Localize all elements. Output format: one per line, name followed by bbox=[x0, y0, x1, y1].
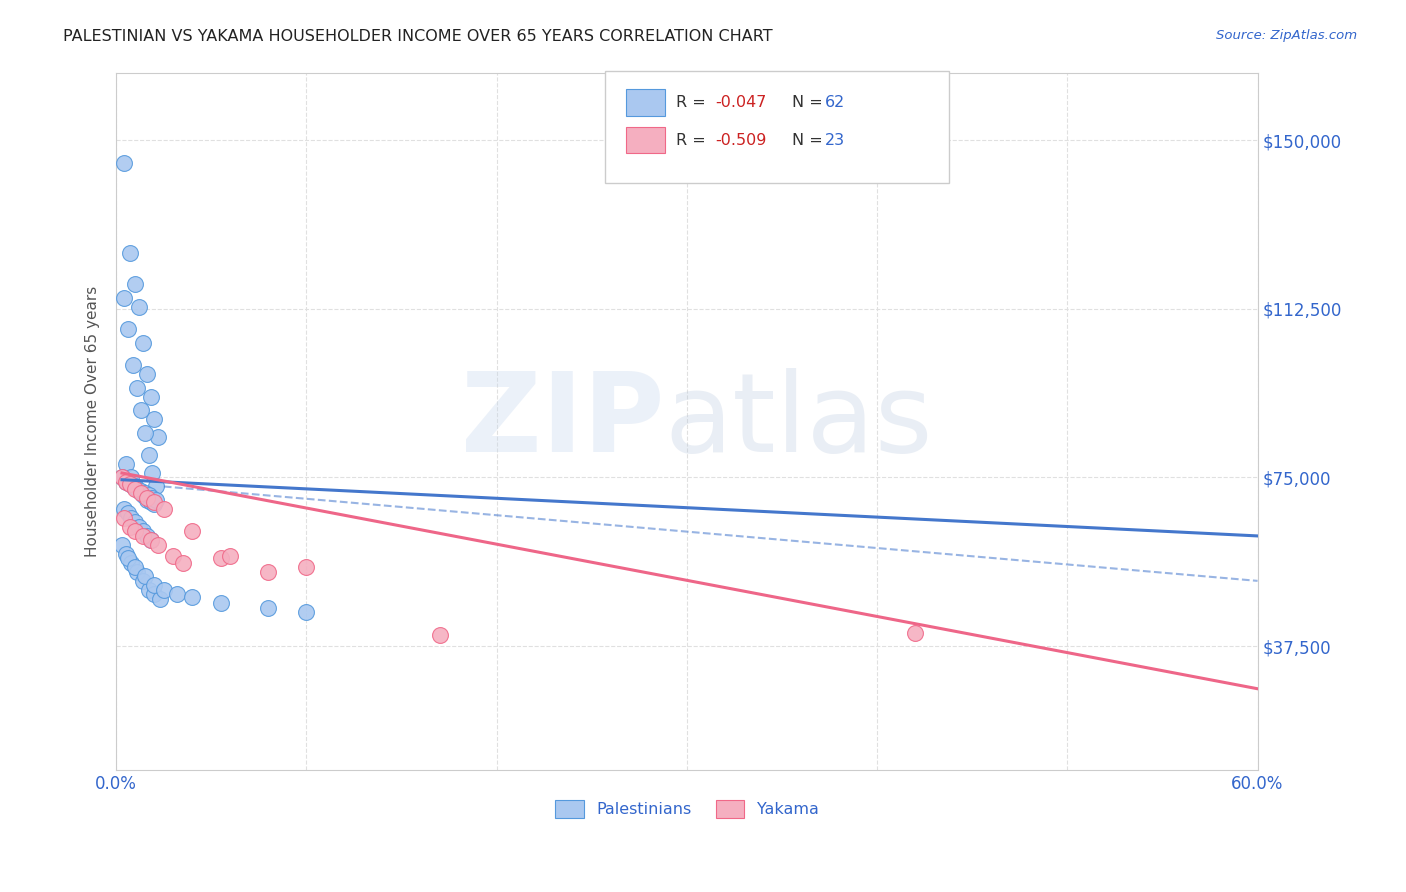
Point bbox=[114, 475, 136, 489]
Point bbox=[118, 245, 141, 260]
Point bbox=[112, 502, 135, 516]
Point bbox=[122, 479, 145, 493]
Point bbox=[128, 520, 150, 534]
Text: R =: R = bbox=[676, 133, 711, 147]
Point bbox=[121, 556, 143, 570]
Text: atlas: atlas bbox=[664, 368, 932, 475]
Point bbox=[128, 300, 150, 314]
Point bbox=[145, 479, 167, 493]
Point bbox=[129, 483, 152, 498]
Point bbox=[153, 502, 176, 516]
Point bbox=[143, 498, 166, 512]
Point bbox=[209, 596, 232, 610]
Point bbox=[118, 477, 141, 491]
Point bbox=[111, 470, 134, 484]
Point bbox=[138, 582, 160, 597]
Point bbox=[143, 587, 166, 601]
Text: 23: 23 bbox=[825, 133, 845, 147]
Point bbox=[118, 520, 141, 534]
Point bbox=[117, 322, 139, 336]
Point bbox=[134, 425, 156, 440]
Point bbox=[162, 549, 184, 563]
Text: 62: 62 bbox=[825, 95, 845, 110]
Point bbox=[132, 574, 155, 588]
Point bbox=[295, 605, 318, 619]
Point bbox=[138, 488, 160, 502]
Point bbox=[111, 538, 134, 552]
Point bbox=[132, 335, 155, 350]
Point bbox=[117, 551, 139, 566]
Point bbox=[124, 560, 146, 574]
Point bbox=[146, 430, 169, 444]
Text: ZIP: ZIP bbox=[461, 368, 664, 475]
Point bbox=[132, 488, 155, 502]
Text: -0.047: -0.047 bbox=[716, 95, 768, 110]
Point bbox=[124, 277, 146, 292]
Point bbox=[132, 524, 155, 539]
Point bbox=[295, 560, 318, 574]
Point bbox=[124, 479, 146, 493]
Legend: Palestinians, Yakama: Palestinians, Yakama bbox=[548, 793, 825, 824]
Point bbox=[181, 524, 204, 539]
Point bbox=[127, 565, 149, 579]
Point bbox=[429, 628, 451, 642]
Point bbox=[129, 486, 152, 500]
Point bbox=[127, 381, 149, 395]
Text: PALESTINIAN VS YAKAMA HOUSEHOLDER INCOME OVER 65 YEARS CORRELATION CHART: PALESTINIAN VS YAKAMA HOUSEHOLDER INCOME… bbox=[63, 29, 773, 44]
Point bbox=[172, 556, 194, 570]
Point bbox=[139, 390, 162, 404]
Point bbox=[114, 457, 136, 471]
Point bbox=[134, 486, 156, 500]
Y-axis label: Householder Income Over 65 years: Householder Income Over 65 years bbox=[86, 285, 100, 557]
Point bbox=[112, 156, 135, 170]
Text: N =: N = bbox=[792, 133, 828, 147]
Point bbox=[132, 529, 155, 543]
Point bbox=[124, 524, 146, 539]
Point bbox=[143, 412, 166, 426]
Point bbox=[112, 291, 135, 305]
Point bbox=[114, 547, 136, 561]
Point bbox=[209, 551, 232, 566]
Point bbox=[904, 625, 927, 640]
Point bbox=[149, 591, 172, 606]
Point bbox=[141, 466, 163, 480]
Point bbox=[166, 587, 188, 601]
Point bbox=[112, 511, 135, 525]
Point bbox=[139, 533, 162, 548]
Point bbox=[181, 590, 204, 604]
Point bbox=[129, 403, 152, 417]
Point bbox=[134, 569, 156, 583]
Point bbox=[114, 475, 136, 489]
Point bbox=[122, 358, 145, 372]
Point bbox=[124, 482, 146, 496]
Point bbox=[143, 495, 166, 509]
Point bbox=[257, 600, 280, 615]
Point bbox=[153, 582, 176, 597]
Point bbox=[127, 482, 149, 496]
Point bbox=[121, 511, 143, 525]
Point bbox=[141, 491, 163, 505]
Point bbox=[121, 470, 143, 484]
Point bbox=[145, 493, 167, 508]
Point bbox=[135, 491, 157, 505]
Point bbox=[111, 470, 134, 484]
Text: R =: R = bbox=[676, 95, 711, 110]
Text: N =: N = bbox=[792, 95, 828, 110]
Point bbox=[135, 367, 157, 381]
Point bbox=[139, 495, 162, 509]
Point bbox=[118, 477, 141, 491]
Point bbox=[138, 448, 160, 462]
Point bbox=[257, 565, 280, 579]
Text: -0.509: -0.509 bbox=[716, 133, 768, 147]
Point bbox=[135, 493, 157, 508]
Point bbox=[124, 516, 146, 530]
Point bbox=[219, 549, 242, 563]
Point bbox=[135, 529, 157, 543]
Point bbox=[146, 538, 169, 552]
Point bbox=[128, 483, 150, 498]
Point bbox=[139, 533, 162, 548]
Point bbox=[117, 507, 139, 521]
Text: Source: ZipAtlas.com: Source: ZipAtlas.com bbox=[1216, 29, 1357, 42]
Point bbox=[143, 578, 166, 592]
